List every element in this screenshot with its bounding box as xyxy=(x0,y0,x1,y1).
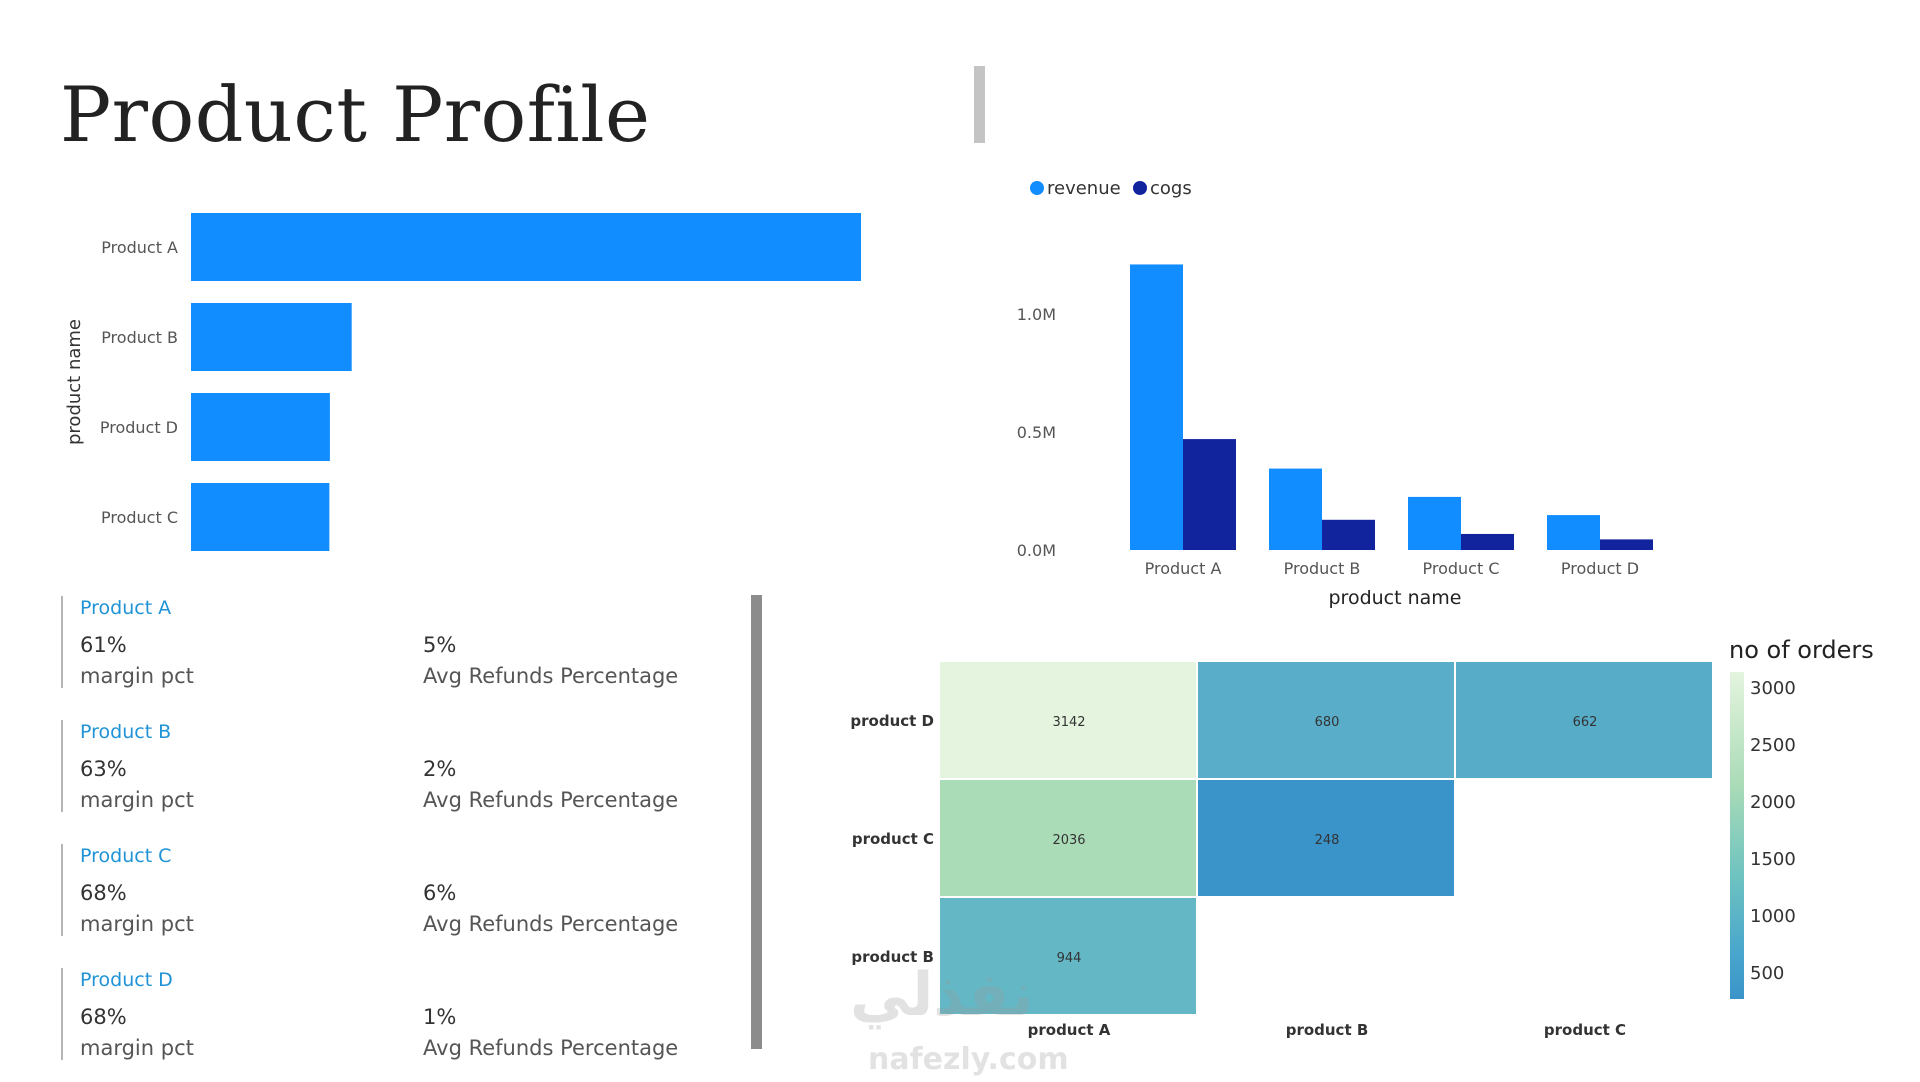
colorbar-tick: 1500 xyxy=(1750,849,1796,870)
cell-value: 2036 xyxy=(1052,833,1085,848)
bar xyxy=(191,483,330,551)
refund-value: 6% xyxy=(423,881,457,905)
colorbar-title: no of orders xyxy=(1729,636,1874,664)
bar xyxy=(191,213,861,281)
card-product-name: Product A xyxy=(80,597,172,619)
hbar-chart: Product A Product B Product D Product C prod… xyxy=(64,213,861,551)
refund-value: 1% xyxy=(423,1005,457,1029)
card-product-name: Product D xyxy=(80,969,173,991)
refund-value: 2% xyxy=(423,757,457,781)
margin-value: 68% xyxy=(80,881,127,905)
category-label: Product B xyxy=(101,328,178,347)
x-tick-label: Product C xyxy=(1422,559,1499,578)
heatmap-chart: product D 3142 680 662 product C 2036 248 produ… xyxy=(850,662,1712,1039)
x-tick-label: Product B xyxy=(1284,559,1361,578)
cell-value: 662 xyxy=(1573,715,1598,730)
bar xyxy=(1322,519,1375,550)
row-label: product C xyxy=(852,830,934,848)
refund-label: Avg Refunds Percentage xyxy=(423,912,679,936)
y-axis-title: product name xyxy=(64,319,85,445)
heatmap-cell xyxy=(940,662,1196,778)
bar xyxy=(1269,468,1322,550)
product-card-b: Product B 63% margin pct 2% Avg Refunds … xyxy=(61,720,763,812)
legend-marker xyxy=(1030,181,1044,195)
watermark-url: nafezly.com xyxy=(868,1042,1069,1077)
colorbar-tick: 3000 xyxy=(1750,678,1796,699)
category-label: Product D xyxy=(100,418,178,437)
cell-value: 248 xyxy=(1315,833,1340,848)
bar xyxy=(1600,539,1653,550)
heatmap-cell xyxy=(940,898,1196,1014)
column-label: product A xyxy=(1028,1021,1111,1039)
heatmap-cell xyxy=(1456,662,1712,778)
cell-value: 680 xyxy=(1315,715,1340,730)
x-axis-title: product name xyxy=(1329,587,1462,609)
y-tick-label: 0.5M xyxy=(1017,423,1056,442)
row-label: product D xyxy=(850,712,934,730)
margin-value: 68% xyxy=(80,1005,127,1029)
column-label: product C xyxy=(1544,1021,1626,1039)
category-label: Product A xyxy=(101,238,178,257)
cell-value: 3142 xyxy=(1052,715,1085,730)
heatmap-cell xyxy=(1198,662,1454,778)
bar xyxy=(1130,264,1183,550)
colorbar-tick: 500 xyxy=(1750,963,1785,984)
cell-value: 944 xyxy=(1057,951,1082,966)
page-title: Product Profile xyxy=(60,70,651,159)
refund-label: Avg Refunds Percentage xyxy=(423,788,679,812)
y-tick-label: 0.0M xyxy=(1017,541,1056,560)
bar xyxy=(1461,533,1514,550)
refund-value: 5% xyxy=(423,633,457,657)
row-label: product B xyxy=(851,948,934,966)
x-tick-label: Product D xyxy=(1561,559,1639,578)
title-divider xyxy=(974,66,985,143)
legend-label: revenue xyxy=(1047,178,1121,199)
margin-label: margin pct xyxy=(80,788,194,812)
colorbar xyxy=(1730,672,1744,999)
column-chart: revenue cogs 0.0M 0.5M 1.0M Product A Product … xyxy=(1017,178,1653,609)
margin-label: margin pct xyxy=(80,912,194,936)
card-product-name: Product B xyxy=(80,721,172,743)
colorbar-tick: 2000 xyxy=(1750,792,1796,813)
bar xyxy=(1183,439,1236,550)
heatmap-cell xyxy=(1198,780,1454,896)
legend-label: cogs xyxy=(1150,178,1192,199)
bar xyxy=(191,393,330,461)
watermark-arabic: نفذلي xyxy=(850,960,1034,1030)
column-label: product B xyxy=(1286,1021,1369,1039)
bar xyxy=(1408,496,1461,550)
card-product-name: Product C xyxy=(80,845,172,867)
bar xyxy=(191,303,352,371)
margin-value: 61% xyxy=(80,633,127,657)
x-tick-label: Product A xyxy=(1145,559,1222,578)
margin-value: 63% xyxy=(80,757,127,781)
product-card-a: Product A 61% margin pct 5% Avg Refunds … xyxy=(61,596,763,688)
heatmap-cell xyxy=(940,780,1196,896)
product-card-c: Product C 68% margin pct 6% Avg Refunds … xyxy=(61,844,763,936)
bar xyxy=(1547,515,1600,550)
watermark-logo: نفذلي nafezly.com xyxy=(850,960,1090,1080)
y-tick-label: 1.0M xyxy=(1017,305,1056,324)
margin-label: margin pct xyxy=(80,1036,194,1060)
category-label: Product C xyxy=(101,508,178,527)
legend-marker xyxy=(1133,181,1147,195)
colorbar-tick: 1000 xyxy=(1750,906,1796,927)
cards-scrollbar[interactable] xyxy=(751,595,762,1049)
margin-label: margin pct xyxy=(80,664,194,688)
refund-label: Avg Refunds Percentage xyxy=(423,664,679,688)
colorbar-tick: 2500 xyxy=(1750,735,1796,756)
refund-label: Avg Refunds Percentage xyxy=(423,1036,679,1060)
product-card-d: Product D 68% margin pct 1% Avg Refunds … xyxy=(61,968,763,1060)
